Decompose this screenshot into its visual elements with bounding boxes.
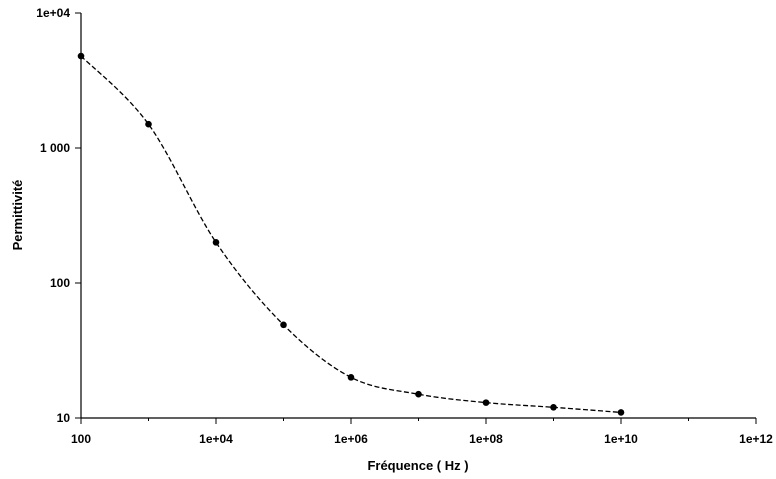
y-axis-title: Permittivité <box>10 180 25 251</box>
data-point <box>617 409 625 416</box>
x-tick-label: 1e+10 <box>604 432 638 446</box>
x-tick-label: 100 <box>71 432 91 446</box>
x-tick-label: 1e+08 <box>469 432 503 446</box>
series-curve <box>80 55 622 414</box>
x-axis-title: Fréquence ( Hz ) <box>367 458 468 473</box>
data-point <box>280 321 287 329</box>
y-tick-label: 1e+04 <box>36 6 70 20</box>
data-point <box>145 120 152 128</box>
data-point <box>212 239 220 246</box>
y-tick-label: 100 <box>50 276 70 290</box>
y-tick-label: 10 <box>57 411 71 425</box>
y-tick-label: 1 000 <box>40 141 70 155</box>
data-point <box>482 399 490 406</box>
data-points-group <box>77 52 625 416</box>
x-tick-label: 1e+06 <box>334 432 368 446</box>
x-tick-label: 1e+04 <box>199 432 233 446</box>
ticks-group <box>75 12 757 424</box>
data-point <box>415 390 422 398</box>
x-tick-label: 1e+12 <box>739 432 773 446</box>
data-point <box>550 404 557 411</box>
data-point <box>347 374 355 381</box>
